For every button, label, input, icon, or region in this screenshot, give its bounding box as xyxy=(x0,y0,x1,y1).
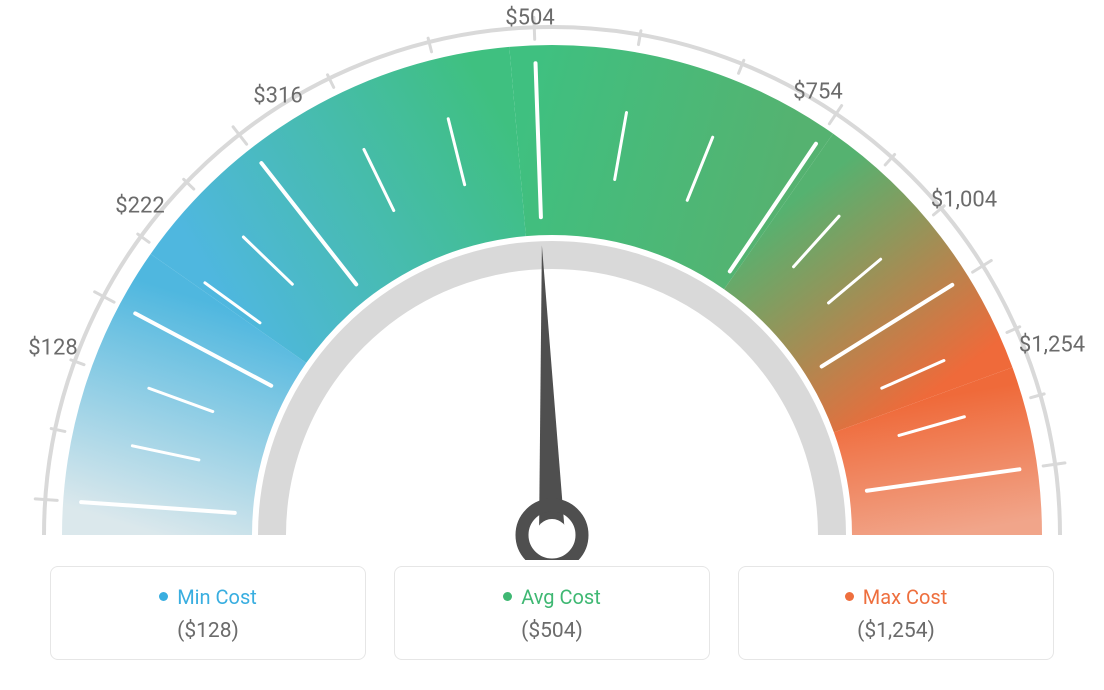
legend-title-max: Max Cost xyxy=(749,585,1043,609)
gauge-tick-label: $316 xyxy=(253,84,302,109)
gauge-svg xyxy=(0,0,1104,560)
gauge-tick-label: $1,004 xyxy=(931,188,997,213)
gauge-tick-label: $222 xyxy=(115,194,164,219)
legend-card-min: Min Cost ($128) xyxy=(50,566,366,660)
legend-value-max: ($1,254) xyxy=(749,619,1043,643)
legend-title-min: Min Cost xyxy=(61,585,355,609)
gauge-tick-label: $1,254 xyxy=(1019,333,1085,358)
legend-row: Min Cost ($128) Avg Cost ($504) Max Cost… xyxy=(50,566,1054,660)
gauge-tick-label: $504 xyxy=(505,6,554,31)
cost-gauge: $128 $222 $316 $504 $754 $1,004 $1,254 xyxy=(0,0,1104,560)
gauge-tick-label: $754 xyxy=(793,80,842,105)
gauge-tick-label: $128 xyxy=(28,336,77,361)
legend-card-max: Max Cost ($1,254) xyxy=(738,566,1054,660)
legend-value-avg: ($504) xyxy=(405,619,699,643)
legend-card-avg: Avg Cost ($504) xyxy=(394,566,710,660)
legend-value-min: ($128) xyxy=(61,619,355,643)
legend-title-avg: Avg Cost xyxy=(405,585,699,609)
